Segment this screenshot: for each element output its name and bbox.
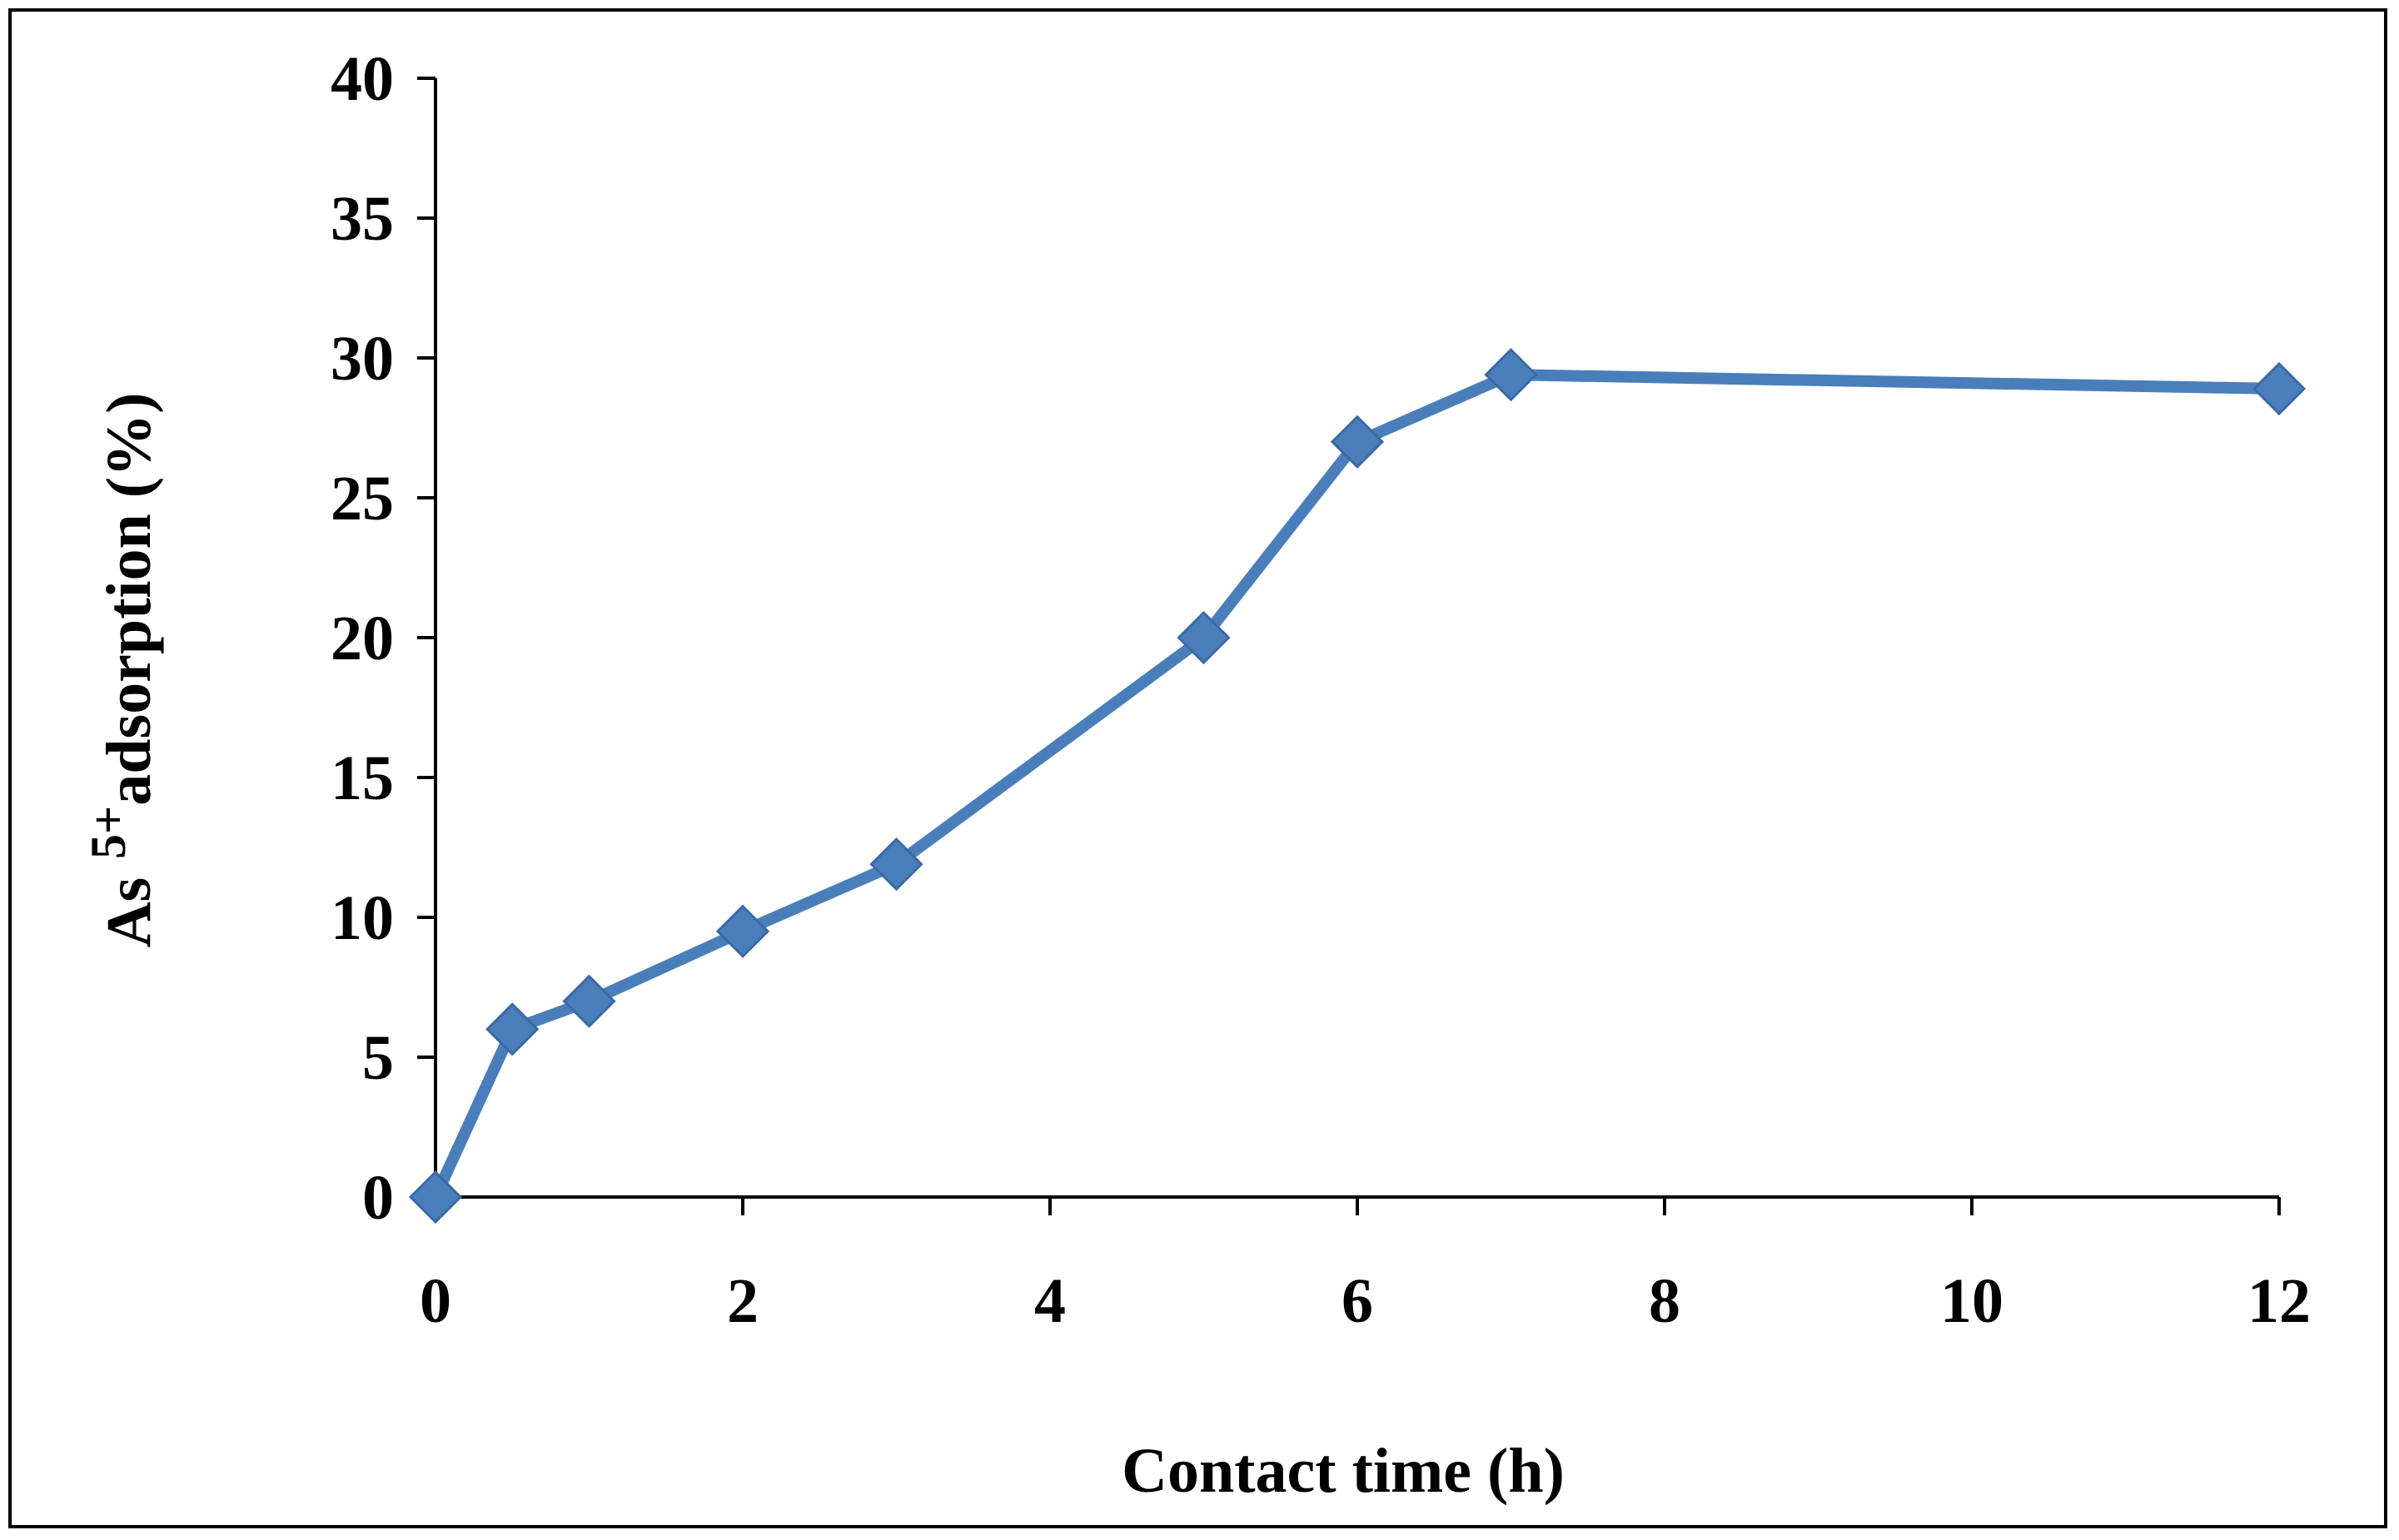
data-point-marker — [485, 1002, 540, 1056]
y-tick-label: 40 — [331, 44, 394, 114]
series-line — [430, 369, 2280, 1200]
data-point-marker — [2252, 361, 2307, 416]
data-point-marker — [1330, 415, 1385, 469]
x-tick-label: 4 — [1034, 1266, 1066, 1336]
x-axis-ticks: 0 2 4 6 8 10 12 — [420, 1197, 2311, 1336]
chart-frame — [8, 8, 2387, 1528]
data-point-marker — [715, 904, 770, 958]
y-axis-title: As 5+adsorption (%) — [81, 393, 164, 948]
y-tick-label: 30 — [331, 324, 394, 394]
y-axis-title-superscript: 5+ — [81, 806, 136, 859]
series-layer — [408, 348, 2307, 1225]
y-tick-label: 10 — [331, 883, 394, 953]
y-tick-label: 35 — [331, 184, 394, 254]
y-axis-title-prefix: As — [94, 877, 164, 947]
y-tick-label: 15 — [331, 743, 394, 813]
x-tick-label: 8 — [1649, 1266, 1680, 1336]
y-axis-title-suffix: adsorption (%) — [94, 393, 164, 806]
x-axis-title: Contact time (h) — [1122, 1436, 1565, 1506]
y-tick-label: 5 — [362, 1023, 394, 1093]
data-point-marker — [1177, 610, 1231, 665]
x-tick-label: 10 — [1940, 1266, 2003, 1336]
data-point-marker — [562, 974, 616, 1028]
y-tick-label: 0 — [362, 1163, 394, 1233]
data-point-marker — [408, 1170, 463, 1225]
y-tick-label: 25 — [331, 464, 394, 534]
x-tick-label: 6 — [1341, 1266, 1373, 1336]
axes — [434, 78, 2279, 1199]
y-tick-label: 20 — [331, 604, 394, 673]
data-point-marker — [1484, 348, 1538, 402]
y-axis-ticks: 0 5 10 15 20 25 30 35 40 — [331, 44, 436, 1233]
data-point-marker — [869, 837, 923, 892]
x-tick-label: 12 — [2247, 1266, 2311, 1336]
x-tick-label: 2 — [727, 1266, 759, 1336]
x-tick-label: 0 — [420, 1266, 451, 1336]
